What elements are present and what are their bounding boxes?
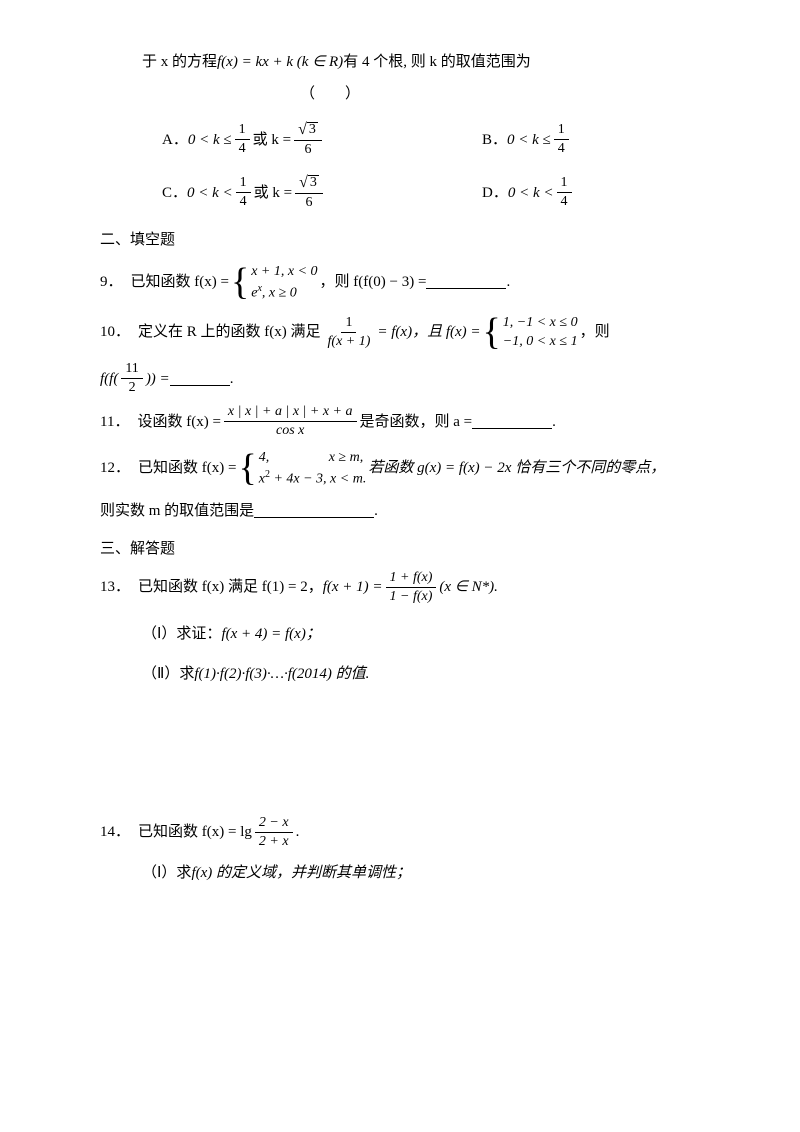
opt-b-text: 0 < k ≤ <box>507 128 551 152</box>
q10-period: . <box>230 367 234 391</box>
q12-text2: 若函数 g(x) = f(x) − 2x 恰有三个不同的零点， <box>368 456 665 480</box>
q10-frac: 1 f(x + 1) <box>324 316 375 349</box>
q10-blank <box>170 372 230 386</box>
q9-blank <box>426 275 506 289</box>
opt-a-or: 或 k = <box>253 128 291 152</box>
q8-options-row1: A． 0 < k ≤ 1 4 或 k = √3 6 B． 0 < k ≤ 1 4 <box>100 122 730 157</box>
q8-option-a: A． 0 < k ≤ 1 4 或 k = √3 6 <box>162 122 482 157</box>
q8-middle: 有 4 个根, 则 k 的取值范围为 <box>343 50 531 74</box>
q8-blank-paren: （ ） <box>300 82 360 106</box>
opt-a-frac1: 1 4 <box>235 123 250 156</box>
q8-prefix: 于 x 的方程 <box>142 50 217 74</box>
q10-piecewise: { 1, −1 < x ≤ 0 −1, 0 < x ≤ 1 <box>483 313 578 352</box>
q10-line2b: )) = <box>146 367 170 391</box>
q14-num: 14． <box>100 820 130 844</box>
q11-text1: 设函数 f(x) = <box>137 410 220 434</box>
q13-part1: （Ⅰ）求证： f(x + 4) = f(x)； <box>100 622 730 646</box>
q8-continuation-line1: 于 x 的方程 f(x) = kx + k (k ∈ R) 有 4 个根, 则 … <box>100 50 730 74</box>
q10-line2a: f(f( <box>100 367 118 391</box>
q9-piecewise: { x + 1, x < 0 ex, x ≥ 0 <box>231 262 318 303</box>
q12-piecewise: { 4, x ≥ m, x2 + 4x − 3, x < m. <box>238 448 366 489</box>
q11-period: . <box>552 410 556 434</box>
q12-row1: 12． 已知函数 f(x) = { 4, x ≥ m, x2 + 4x − 3,… <box>100 448 730 489</box>
q11-frac: x | x | + a | x | + x + a cos x <box>224 405 357 438</box>
q13-eqleft: f(x + 1) = <box>323 575 383 599</box>
q10-text3: ，则 <box>580 320 610 344</box>
q12-row2: 则实数 m 的取值范围是 . <box>100 499 730 523</box>
q9-num: 9． <box>100 270 123 294</box>
q13-num: 13． <box>100 575 130 599</box>
q14-frac: 2 − x 2 + x <box>255 816 293 849</box>
q13-part2: （Ⅱ）求 f(1)·f(2)·f(3)·…·f(2014) 的值. <box>100 662 730 686</box>
q13-domain: (x ∈ N*). <box>439 575 497 599</box>
q13-p1-label: （Ⅰ）求证： <box>142 622 221 646</box>
q12-num: 12． <box>100 456 130 480</box>
q10-text1: 定义在 R 上的函数 f(x) 满足 <box>138 320 321 344</box>
q11-num: 11． <box>100 410 129 434</box>
q12-line2: 则实数 m 的取值范围是 <box>100 499 254 523</box>
q8-option-c: C． 0 < k < 1 4 或 k = √3 6 <box>162 175 482 210</box>
q10-num: 10． <box>100 320 130 344</box>
q14-period: . <box>296 820 300 844</box>
q10-row1: 10． 定义在 R 上的函数 f(x) 满足 1 f(x + 1) = f(x)… <box>100 313 730 352</box>
q9-period: . <box>506 270 510 294</box>
q8-options-row2: C． 0 < k < 1 4 或 k = √3 6 D． 0 < k < 1 4 <box>100 175 730 210</box>
q10-text2: = f(x)，且 f(x) = <box>377 320 480 344</box>
q8-blank-paren-row: （ ） <box>100 82 730 106</box>
q14-p1-text: f(x) 的定义域，并判断其单调性； <box>191 861 411 885</box>
q9-text2: ，则 f(f(0) − 3) = <box>320 270 427 294</box>
opt-d-label: D． <box>482 181 508 205</box>
q13-frac: 1 + f(x) 1 − f(x) <box>386 571 437 604</box>
q14-part1: （Ⅰ）求 f(x) 的定义域，并判断其单调性； <box>100 861 730 885</box>
q9-row: 9． 已知函数 f(x) = { x + 1, x < 0 ex, x ≥ 0 … <box>100 262 730 303</box>
q13-row1: 13． 已知函数 f(x) 满足 f(1) = 2， f(x + 1) = 1 … <box>100 571 730 604</box>
opt-c-label: C． <box>162 181 187 205</box>
opt-c-text1: 0 < k < <box>187 181 233 205</box>
q8-option-b: B． 0 < k ≤ 1 4 <box>482 122 572 157</box>
q8-formula: f(x) = kx + k (k ∈ R) <box>217 50 343 74</box>
opt-c-frac1: 1 4 <box>236 176 251 209</box>
q14-text1: 已知函数 f(x) = lg <box>138 820 252 844</box>
q11-text2: 是奇函数，则 a = <box>360 410 473 434</box>
q13-text1: 已知函数 f(x) 满足 f(1) = 2， <box>138 575 323 599</box>
section-3-title: 三、解答题 <box>100 537 730 561</box>
q11-blank <box>472 415 552 429</box>
q13-p2-text: f(1)·f(2)·f(3)·…·f(2014) 的值. <box>194 662 369 686</box>
opt-d-frac: 1 4 <box>557 176 572 209</box>
q9-text1: 已知函数 f(x) = <box>131 270 229 294</box>
opt-a-label: A． <box>162 128 188 152</box>
opt-d-text: 0 < k < <box>508 181 554 205</box>
opt-b-label: B． <box>482 128 507 152</box>
large-gap <box>100 696 730 816</box>
opt-a-text1: 0 < k ≤ <box>188 128 232 152</box>
q13-p1-text: f(x + 4) = f(x)； <box>221 622 320 646</box>
q11-row: 11． 设函数 f(x) = x | x | + a | x | + x + a… <box>100 405 730 438</box>
q8-option-d: D． 0 < k < 1 4 <box>482 175 575 210</box>
q13-p2-label: （Ⅱ）求 <box>142 662 194 686</box>
q12-period: . <box>374 499 378 523</box>
q14-p1-label: （Ⅰ）求 <box>142 861 191 885</box>
opt-a-frac2: √3 6 <box>294 122 322 157</box>
q10-frac2: 11 2 <box>121 362 142 395</box>
q10-row2: f(f( 11 2 )) = . <box>100 362 730 395</box>
q12-text1: 已知函数 f(x) = <box>138 456 236 480</box>
q14-row1: 14． 已知函数 f(x) = lg 2 − x 2 + x . <box>100 816 730 849</box>
opt-c-or: 或 k = <box>254 181 292 205</box>
section-2-title: 二、填空题 <box>100 228 730 252</box>
opt-c-frac2: √3 6 <box>295 175 323 210</box>
q12-blank <box>254 504 374 518</box>
opt-b-frac: 1 4 <box>554 123 569 156</box>
